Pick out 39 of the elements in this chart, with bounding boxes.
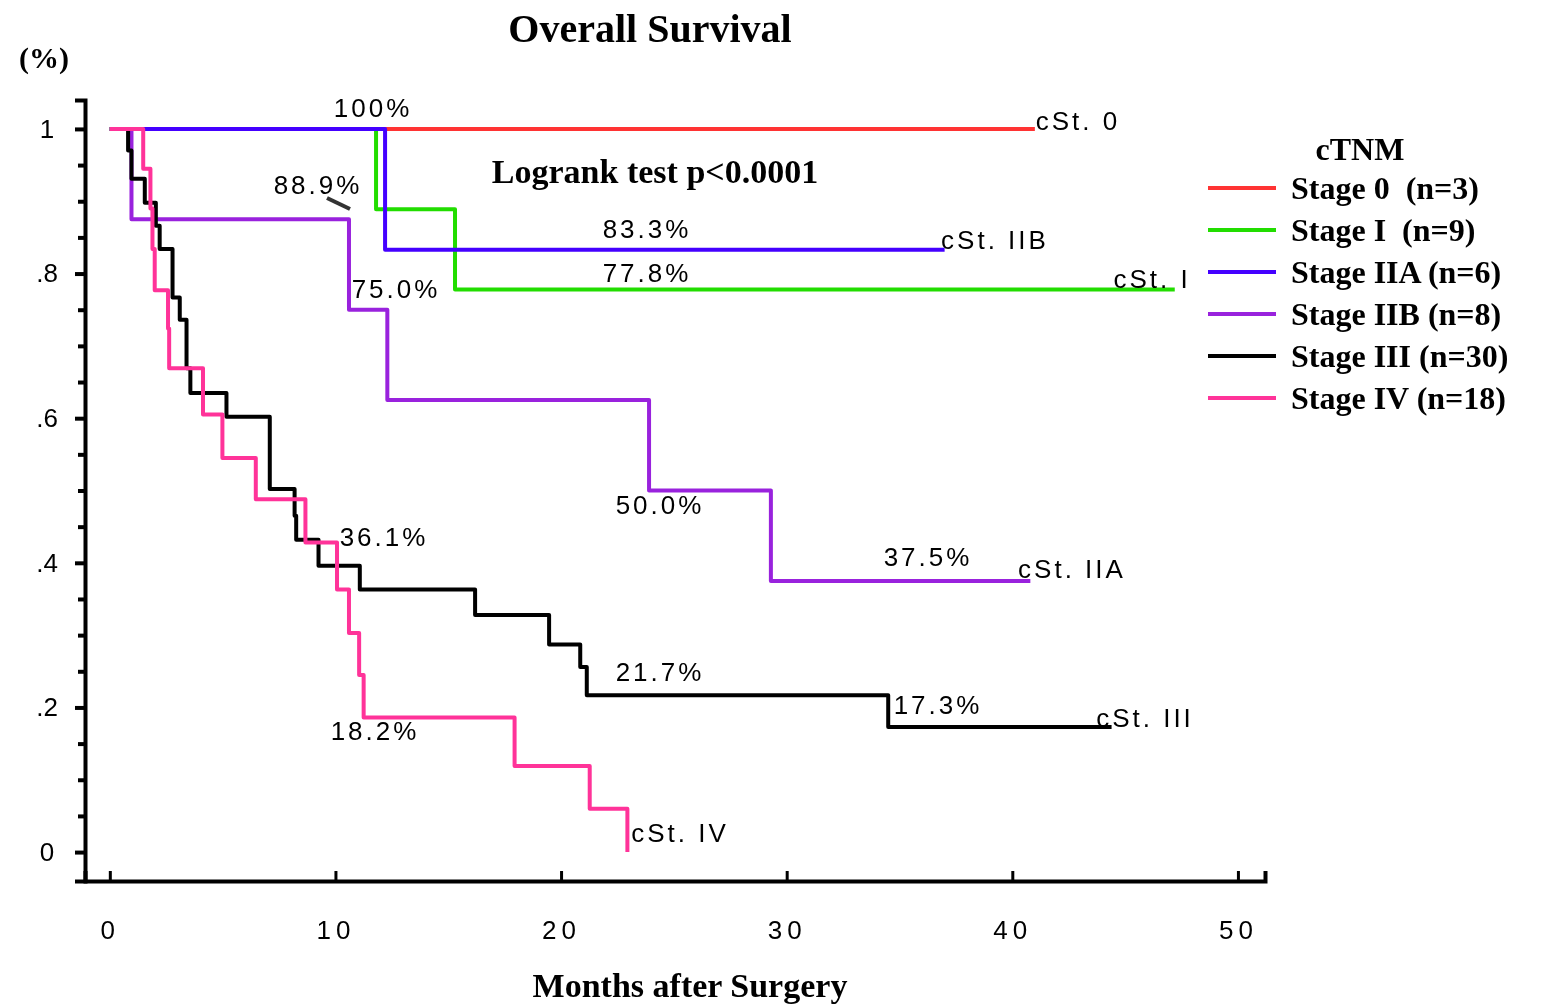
legend-label: Stage IIA (n=6) — [1291, 254, 1502, 291]
annotation: 77.8% — [602, 258, 692, 289]
y-tick-label: .4 — [36, 547, 58, 578]
annotation: 88.9% — [273, 170, 363, 201]
annotation: cSt. IIA — [1018, 554, 1126, 585]
y-tick-label: .8 — [36, 258, 58, 289]
annotation: 18.2% — [330, 716, 420, 747]
annotation: Logrank test p<0.0001 — [491, 152, 819, 190]
annotation: 17.3% — [893, 690, 983, 721]
x-tick-label: 30 — [767, 915, 807, 946]
annotation: cSt. I — [1113, 264, 1191, 295]
y-tick-label: 1 — [39, 113, 55, 144]
annotation: 21.7% — [615, 657, 705, 688]
annotation: 50.0% — [615, 490, 705, 521]
x-tick-label: 0 — [100, 915, 121, 946]
annotation: 83.3% — [602, 214, 692, 245]
chart-title: Overall Survival — [508, 6, 792, 51]
y-axis-title: (%) — [19, 41, 69, 75]
y-tick-label: .6 — [36, 403, 58, 434]
annotation: cSt. IV — [631, 818, 729, 849]
annotation: cSt. 0 — [1035, 106, 1121, 137]
legend-label: Stage IV (n=18) — [1291, 380, 1506, 417]
y-tick-label: 0 — [39, 836, 55, 867]
legend-title: cTNM — [1315, 131, 1405, 167]
y-tick-label: .2 — [36, 692, 58, 723]
annotation: 100% — [333, 93, 413, 124]
annotation: 75.0% — [351, 274, 441, 305]
annotation: 36.1% — [339, 522, 429, 553]
legend-label: Stage 0 (n=3) — [1291, 170, 1479, 207]
x-tick-label: 20 — [542, 915, 582, 946]
legend-label: Stage IIB (n=8) — [1291, 296, 1502, 333]
x-axis-title: Months after Surgery — [532, 967, 848, 1004]
x-tick-label: 40 — [993, 915, 1033, 946]
legend-label: Stage III (n=30) — [1291, 338, 1509, 375]
annotation: cSt. IIB — [941, 225, 1049, 256]
annotation: 37.5% — [883, 542, 973, 573]
legend-label: Stage I (n=9) — [1291, 212, 1476, 249]
x-tick-label: 50 — [1218, 915, 1258, 946]
x-tick-label: 10 — [316, 915, 356, 946]
